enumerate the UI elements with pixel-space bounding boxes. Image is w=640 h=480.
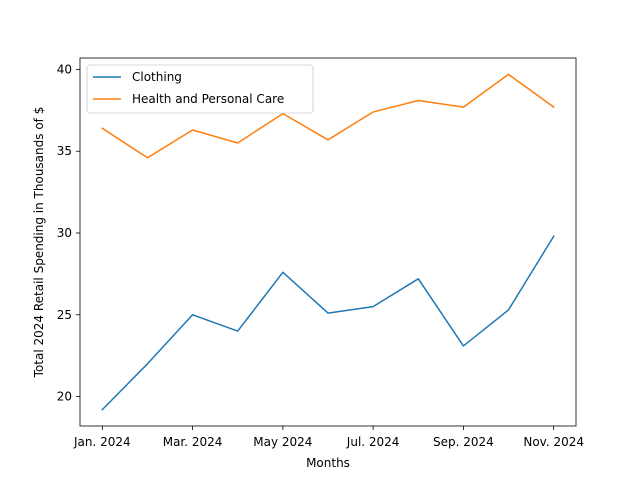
legend: Clothing Health and Personal Care — [86, 64, 314, 114]
plot-frame — [79, 57, 577, 427]
x-tick-label: Mar. 2024 — [163, 435, 223, 449]
plot-lines — [101, 73, 555, 411]
legend-frame — [86, 64, 314, 114]
x-tick-label: Jul. 2024 — [346, 435, 400, 449]
y-tick-label: 40 — [57, 62, 72, 76]
legend-label: Health and Personal Care — [132, 92, 284, 106]
y-tick-label: 25 — [57, 308, 72, 322]
y-axis-ticks: 20 25 30 35 40 — [57, 62, 80, 404]
y-axis-label: Total 2024 Retail Spending in Thousands … — [32, 107, 46, 379]
x-axis-label: Months — [306, 456, 350, 470]
x-tick-label: May 2024 — [253, 435, 312, 449]
x-tick-label: Jan. 2024 — [73, 435, 131, 449]
y-tick-label: 30 — [57, 226, 72, 240]
x-tick-label: Sep. 2024 — [433, 435, 494, 449]
y-tick-label: 20 — [57, 390, 72, 404]
y-tick-label: 35 — [57, 144, 72, 158]
legend-label: Clothing — [132, 70, 182, 84]
x-tick-label: Nov. 2024 — [523, 435, 584, 449]
x-axis-ticks: Jan. 2024 Mar. 2024 May 2024 Jul. 2024 Sep. … — [73, 426, 584, 449]
